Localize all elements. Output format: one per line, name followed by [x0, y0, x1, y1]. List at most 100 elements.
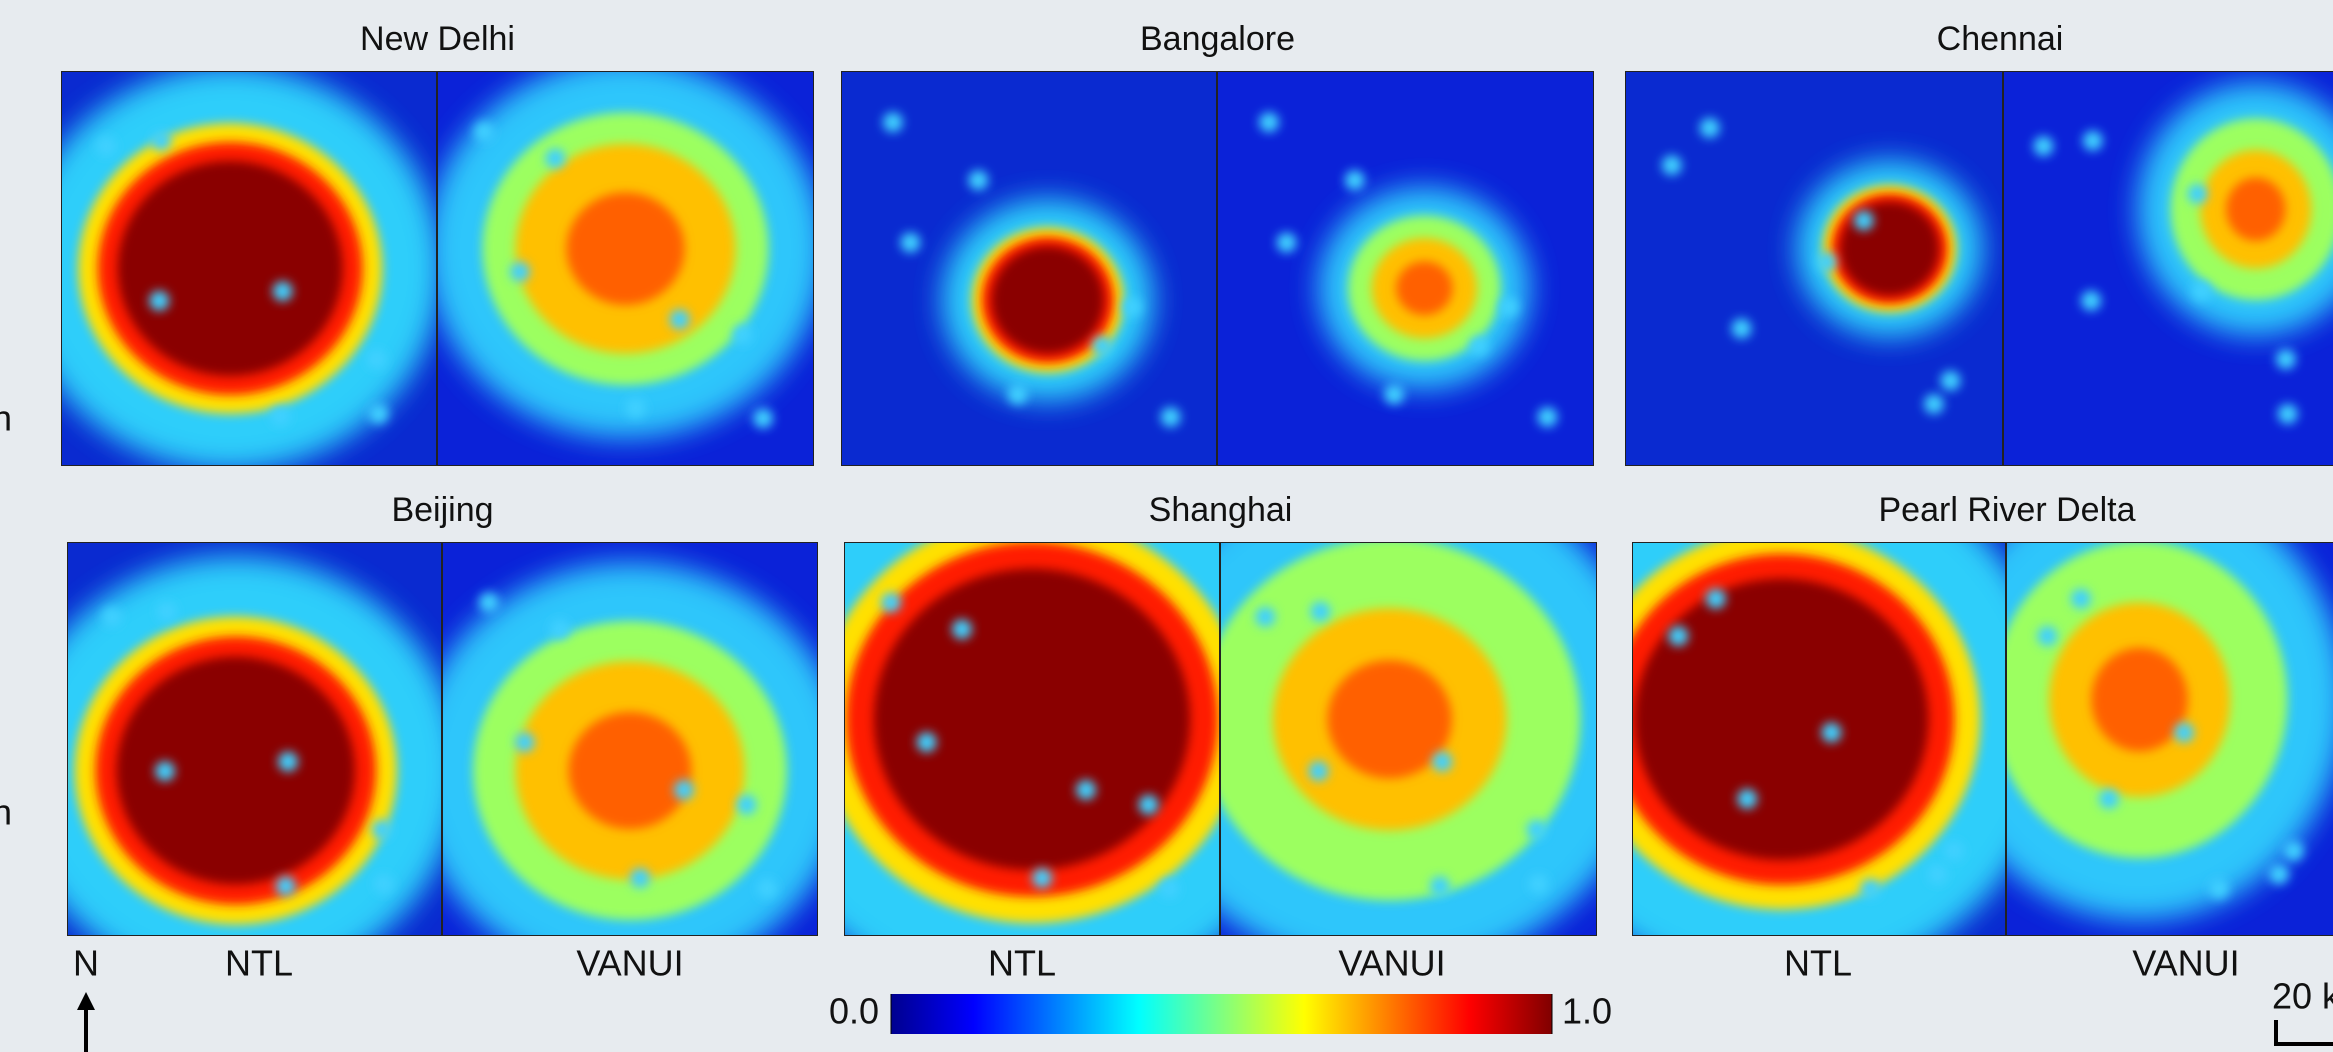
heat-spot	[1008, 385, 1028, 405]
heat-spot	[1432, 752, 1452, 772]
heat-spot	[1430, 876, 1450, 896]
heat-spot	[1700, 118, 1720, 138]
heat-spot	[1076, 780, 1096, 800]
heat-spot	[1944, 841, 1964, 861]
heat-spot	[510, 262, 530, 282]
heat-spot	[757, 879, 777, 899]
heat-spot	[479, 592, 499, 612]
heat-spot	[2083, 131, 2103, 151]
heat-spot	[157, 602, 177, 622]
heat-spot	[102, 607, 122, 627]
colorbar-tick-label: 1.0	[1562, 991, 1612, 1032]
heat-spot	[1032, 868, 1052, 888]
heat-spot	[474, 122, 494, 142]
heat-spot	[273, 281, 293, 301]
heat-spot	[1159, 879, 1179, 899]
heat-spot	[1310, 602, 1330, 622]
heat-spot	[1821, 723, 1841, 743]
heat-spot	[1731, 319, 1751, 339]
heat-spot	[883, 112, 903, 132]
heat-blob	[2091, 648, 2187, 751]
heat-spot	[626, 398, 646, 418]
heat-spot	[1122, 297, 1142, 317]
side-label: n	[0, 792, 12, 833]
panel-title: New Delhi	[360, 20, 515, 58]
heat-spot	[1161, 407, 1181, 427]
panel-title: Bangalore	[1140, 20, 1295, 58]
heat-spot	[2284, 841, 2304, 861]
heat-spot	[1537, 407, 1557, 427]
heat-spot	[753, 408, 773, 428]
heat-spot	[2174, 723, 2194, 743]
heat-spot	[670, 310, 690, 330]
heat-spot	[1259, 112, 1279, 132]
heat-blob	[2226, 178, 2285, 241]
heat-spot	[952, 619, 972, 639]
ntl-map	[841, 71, 1217, 466]
heat-spot	[1469, 336, 1489, 356]
heat-spot	[2099, 789, 2119, 809]
heat-spot	[881, 592, 901, 612]
heat-spot	[1928, 864, 1948, 884]
heat-spot	[1854, 211, 1874, 231]
heat-spot	[732, 324, 752, 344]
city-panel	[1505, 455, 2333, 985]
heat-spot	[372, 820, 392, 840]
heat-blob	[569, 712, 692, 829]
heat-spot	[2187, 184, 2207, 204]
heat-spot	[1345, 170, 1365, 190]
heat-spot	[369, 404, 389, 424]
heat-spot	[278, 752, 298, 772]
heat-spot	[1706, 589, 1726, 609]
heat-spot	[674, 780, 694, 800]
heat-spot	[149, 291, 169, 311]
heat-spot	[2278, 404, 2298, 424]
heat-spot	[1860, 879, 1880, 899]
heat-spot	[270, 406, 290, 426]
heat-spot	[515, 732, 535, 752]
heat-spot	[367, 349, 387, 369]
vanui-map	[426, 59, 824, 466]
heat-blob	[566, 192, 684, 305]
column-label: VANUI	[2132, 943, 2239, 984]
column-label: NTL	[1784, 943, 1852, 984]
column-label: NTL	[988, 943, 1056, 984]
heat-spot	[155, 761, 175, 781]
heat-spot	[1662, 155, 1682, 175]
heat-spot	[2071, 589, 2091, 609]
vanui-map	[1217, 71, 1594, 466]
colorbar	[891, 994, 1552, 1034]
city-panel	[11, 542, 848, 985]
vanui-map	[412, 542, 849, 979]
heat-blob	[992, 246, 1104, 353]
column-label: VANUI	[1338, 943, 1445, 984]
heat-spot	[1255, 607, 1275, 627]
panel-title: Beijing	[391, 491, 493, 529]
heat-spot	[374, 874, 394, 894]
heat-spot	[1924, 394, 1944, 414]
panel-title: Pearl River Delta	[1879, 491, 2136, 529]
heat-spot	[1817, 252, 1837, 272]
heat-spot	[2269, 864, 2289, 884]
heat-spot	[2037, 626, 2057, 646]
heat-spot	[2033, 136, 2053, 156]
heat-spot	[2192, 281, 2212, 301]
city-panel	[1625, 71, 2333, 466]
heat-spot	[1529, 874, 1549, 894]
heat-spot	[550, 619, 570, 639]
ntl-map	[18, 66, 442, 470]
heat-spot	[1309, 761, 1329, 781]
colorbar-tick-label: 0.0	[829, 991, 879, 1032]
heat-spot	[1737, 789, 1757, 809]
ntl-map	[1625, 71, 2003, 466]
scale-label: 20 k	[2272, 976, 2333, 1017]
heat-spot	[151, 131, 171, 151]
side-label: n	[0, 398, 12, 439]
heat-spot	[1139, 795, 1159, 815]
heat-spot	[900, 233, 920, 253]
heat-spot	[917, 732, 937, 752]
heat-spot	[968, 170, 988, 190]
panel-title: Shanghai	[1149, 491, 1293, 529]
heat-spot	[1668, 626, 1688, 646]
heat-spot	[1277, 233, 1297, 253]
